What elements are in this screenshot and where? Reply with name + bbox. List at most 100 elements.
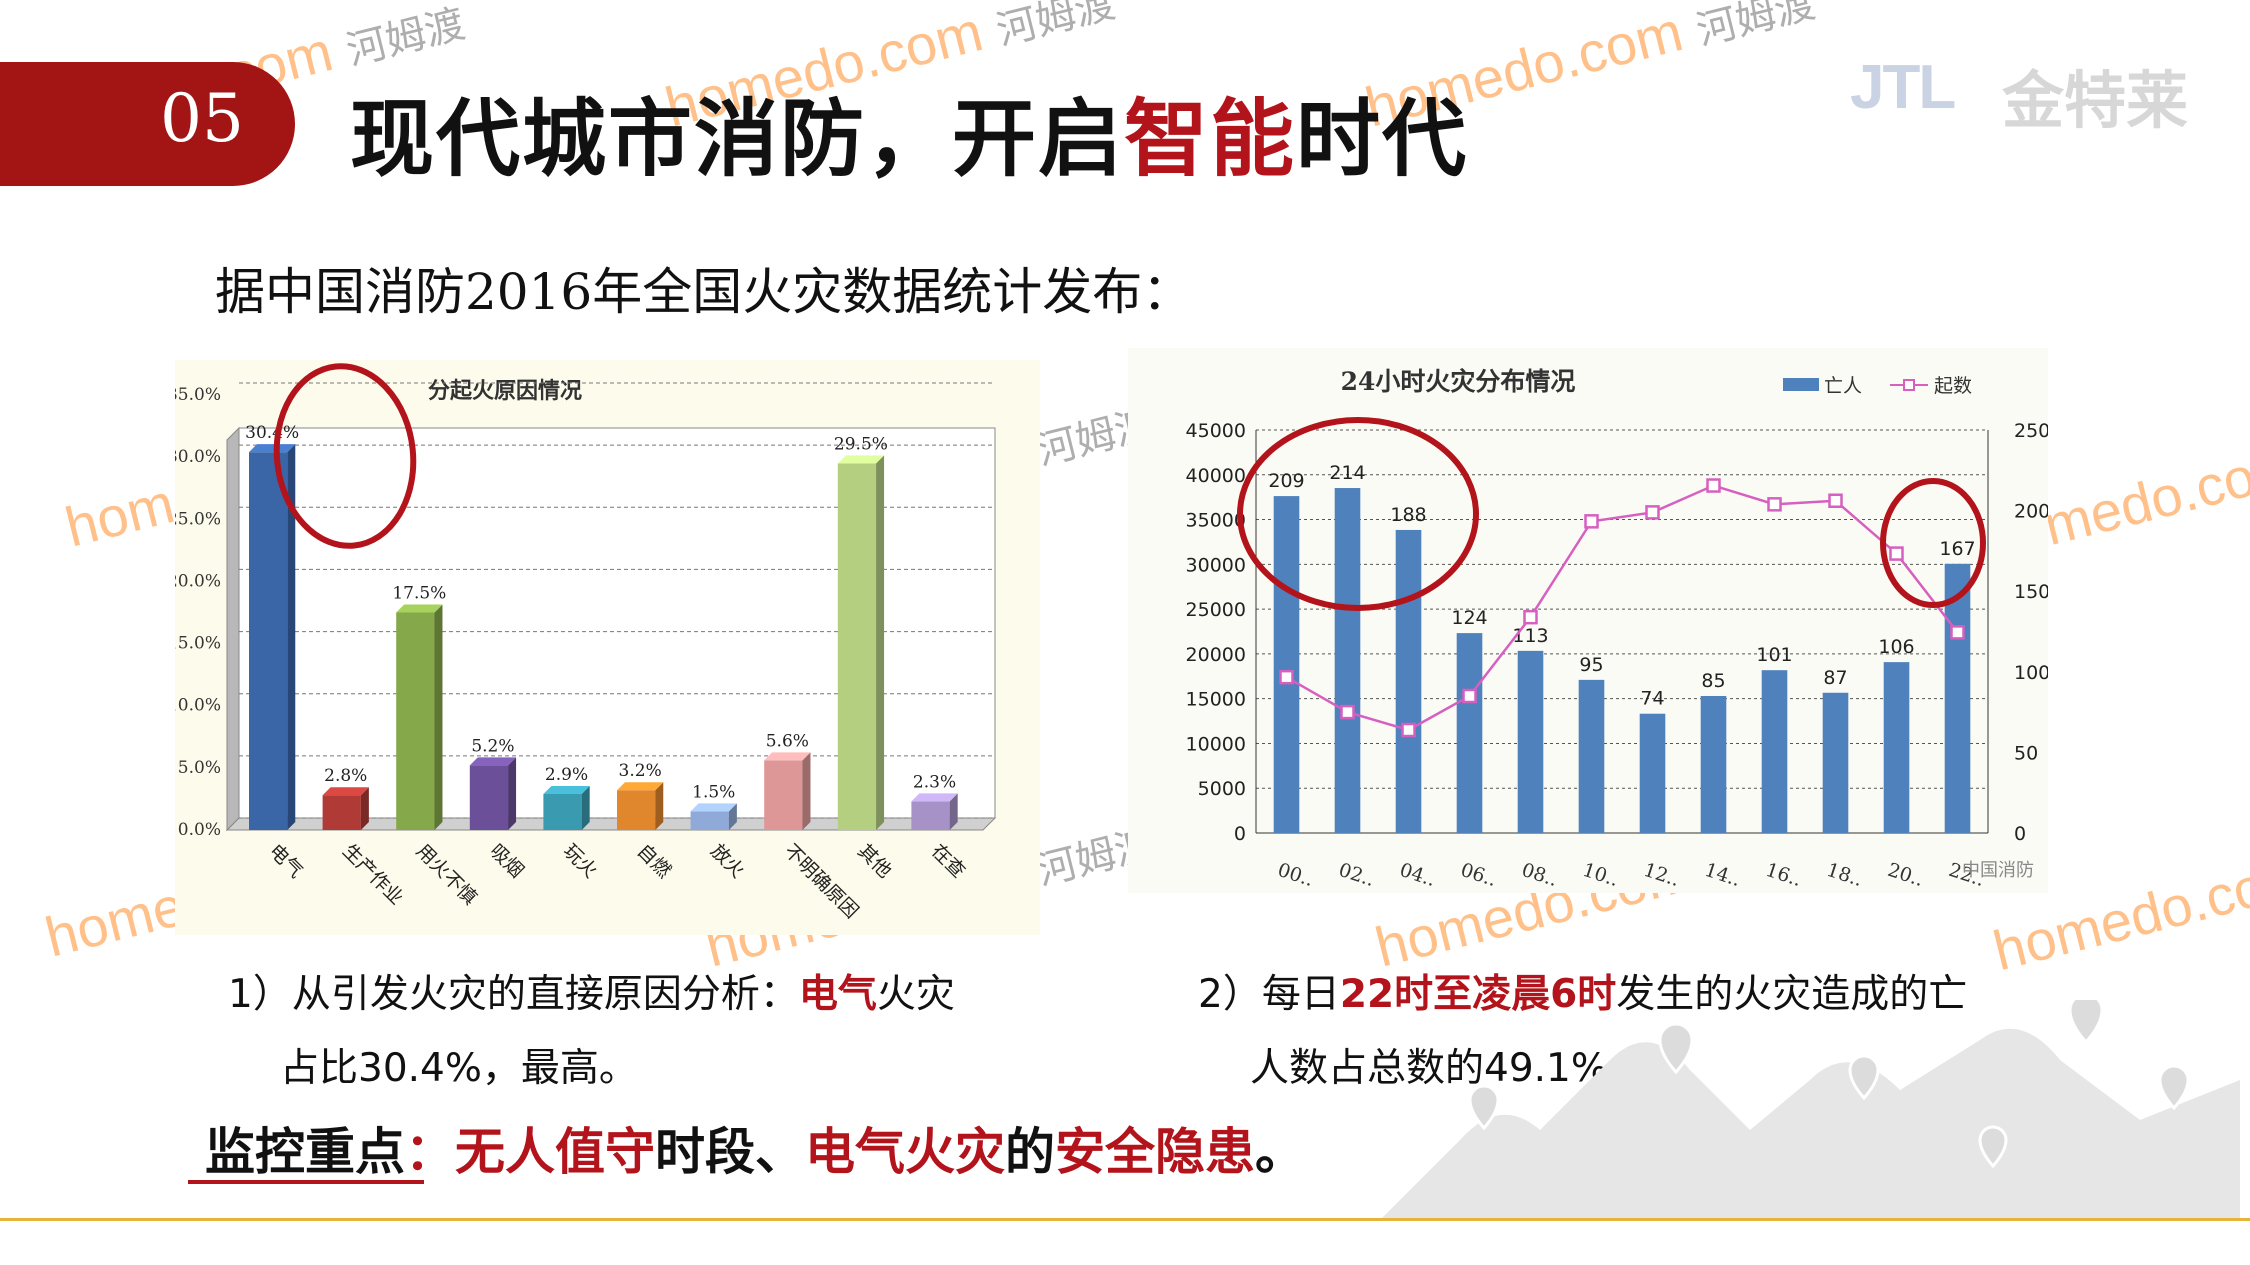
chart1-category-label: 不明确原因 (780, 840, 863, 923)
chart1-value-label: 5.6% (766, 731, 809, 751)
chart2-bar (1944, 563, 1971, 833)
chart2-bar (1639, 713, 1666, 833)
chart1-value-label: 5.2% (471, 736, 514, 756)
chart2-line-marker (1828, 493, 1843, 508)
chart2-ytick-right: 0 (2014, 823, 2026, 845)
chart2-bar-label: 101 (1756, 644, 1792, 666)
chart1-bar-top (837, 455, 885, 464)
chart2-ytick-right: 100 (2014, 662, 2048, 684)
company-logo: JTL 金特莱 (1820, 44, 2220, 137)
chart1-category-label: 在查 (927, 840, 969, 882)
chart2-line-marker (1645, 505, 1660, 520)
chart2-x-label: 12.. (1641, 859, 1682, 891)
chart1-ytick: 35.0% (175, 385, 221, 405)
focus-p3: 电气火灾 (805, 1123, 1005, 1181)
chart1-ytick: 10.0% (175, 696, 221, 716)
caption-1-line2: 占比30.4%，最高。 (280, 1046, 638, 1091)
chart2-line-marker (1523, 609, 1538, 625)
chart1-ytick: 25.0% (175, 509, 221, 529)
chart2-bar-label: 85 (1701, 670, 1725, 692)
chart1-ytick: 5.0% (178, 758, 221, 778)
chart-fire-causes: 分起火原因情况 0.0% 5.0% 10.0% 15.0% 20.0% 25.0% 30.0%… (167, 360, 1040, 935)
chart1-bar-top (543, 785, 590, 794)
chart2-bar (1517, 650, 1544, 833)
chart2-ytick-right: 200 (2014, 501, 2048, 523)
caption-2-highlight: 22时至凌晨6时 (1339, 972, 1617, 1017)
caption-2-suffix: 发生的火灾造成的亡 (1616, 972, 1968, 1017)
chart1-bar-top (911, 793, 958, 802)
chart2-ytick-left: 0 (1234, 823, 1246, 845)
chart1-ytick: 15.0% (175, 634, 221, 654)
chart2-bar-label: 214 (1329, 462, 1365, 484)
chart1-value-label: 17.5% (392, 584, 446, 604)
chart2-line-marker (1950, 625, 1965, 640)
chart2-x-label: 16.. (1763, 859, 1804, 891)
chart1-bar-side (508, 757, 517, 830)
decorative-mountains (1380, 1000, 2240, 1220)
chart1-value-label: 29.5% (834, 434, 888, 454)
chart1-value-label: 30.4% (245, 423, 299, 443)
caption-night: 2）每日22时至凌晨6时发生的火灾造成的亡 人数占总数的49.1%。 (1198, 958, 1998, 1106)
chart2-ytick-right: 50 (2014, 742, 2038, 764)
logo-name: 金特莱 (2002, 64, 2189, 137)
chart1-bar (690, 811, 729, 830)
chart2-x-label: 10.. (1580, 859, 1621, 891)
chart1-bar-top (322, 787, 369, 796)
chart1-bar-top (690, 803, 737, 812)
chart-24h-distribution: 24小时火灾分布情况 亡人 起数 0 5000 10000 15000 20000 25000 3… (1128, 348, 2051, 893)
chart1-category-label: 自燃 (633, 840, 675, 882)
chart-fire-causes-svg: 分起火原因情况 0.0% 5.0% 10.0% 15.0% 20.0% 25.0% 30.0%… (167, 378, 997, 923)
chart2-bar-label: 87 (1823, 667, 1847, 689)
chart1-category-label: 用火不慎 (412, 840, 481, 909)
chart2-title: 24小时火灾分布情况 (1341, 367, 1576, 396)
caption-2-line2: 人数占总数的49.1%。 (1250, 1046, 1647, 1091)
chart1-category-label: 生产作业 (338, 840, 407, 909)
chart1-ytick: 20.0% (175, 571, 221, 591)
focus-p6: 。 (1255, 1123, 1305, 1181)
chart2-bar (1456, 633, 1483, 833)
chart2-ytick-left: 40000 (1186, 465, 1246, 487)
title-highlight: 智能 (1124, 90, 1297, 188)
chart2-legend-marker (1903, 379, 1915, 391)
chart1-bar-top (617, 782, 664, 791)
chart1-title: 分起火原因情况 (428, 378, 582, 404)
chart2-x-label: 18.. (1824, 859, 1865, 891)
chart2-ytick-left: 25000 (1186, 599, 1246, 621)
chart2-bar-label: 113 (1512, 625, 1548, 647)
chart2-ytick-right: 250 (2014, 420, 2048, 442)
chart1-bar-side (655, 782, 664, 830)
chart1-bar-side (949, 793, 958, 830)
focus-p5: 安全隐患 (1055, 1123, 1255, 1181)
chart1-bar-side (876, 455, 885, 830)
chart1-bar (764, 760, 803, 830)
focus-label: 监控重点 (205, 1123, 405, 1181)
chart1-value-label: 1.5% (692, 782, 735, 802)
subtitle: 据中国消防2016年全国火灾数据统计发布： (215, 263, 1193, 321)
chart2-line-marker (1340, 704, 1355, 720)
title-part-3: 时代 (1296, 90, 1469, 188)
chart1-bar-side (802, 752, 811, 830)
chart-24h-svg: 24小时火灾分布情况 亡人 起数 0 5000 10000 15000 20000 25000 3… (1186, 367, 2051, 891)
monitoring-focus: 监控重点：无人值守时段、电气火灾的安全隐患。 (205, 1112, 1305, 1184)
chart2-legend-label: 亡人 (1824, 375, 1862, 397)
chart2-line-marker (1706, 478, 1721, 493)
chart1-bar-side (434, 604, 443, 830)
chart2-ytick-left: 35000 (1186, 510, 1246, 532)
chart2-line-marker (1767, 497, 1782, 512)
chart2-line-marker (1401, 722, 1416, 738)
caption-1-prefix: 1）从引发火灾的直接原因分析： (228, 972, 799, 1017)
chart2-ytick-left: 10000 (1186, 733, 1246, 755)
chart2-bar (1273, 496, 1300, 833)
chart1-ytick: 30.0% (175, 447, 221, 467)
chart2-ytick-left: 45000 (1186, 420, 1246, 442)
chart2-bar (1883, 662, 1910, 833)
chart2-bar-label: 74 (1640, 688, 1664, 710)
section-badge (0, 62, 295, 186)
chart1-category-label: 放火 (706, 840, 748, 882)
chart1-bar (396, 612, 435, 830)
chart1-value-label: 3.2% (619, 761, 662, 781)
slide-title: 现代城市消防，开启智能时代 (350, 72, 1468, 193)
chart2-ytick-left: 15000 (1186, 689, 1246, 711)
chart2-ytick-left: 30000 (1186, 554, 1246, 576)
chart1-bar-top (396, 604, 443, 613)
